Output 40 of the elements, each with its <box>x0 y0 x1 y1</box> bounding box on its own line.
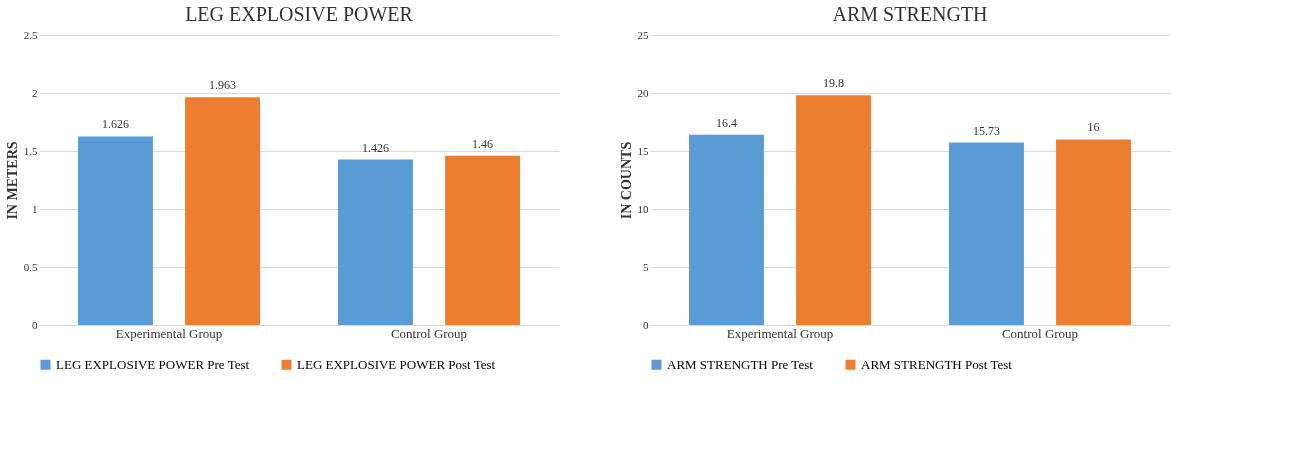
bar <box>338 159 413 325</box>
bar <box>1056 139 1131 325</box>
x-tick-label: Experimental Group <box>726 325 834 341</box>
y-tick-label: 10 <box>637 202 649 215</box>
y-tick-label: 0.5 <box>23 260 38 273</box>
data-label: 1.626 <box>101 117 129 132</box>
y-axis-title: IN METERS <box>4 141 20 220</box>
legend-label: LEG EXPLOSIVE POWER Post Test <box>297 356 496 372</box>
y-tick-label: 1 <box>32 202 38 215</box>
y-tick-label: 2.5 <box>23 28 38 41</box>
y-tick-label: 2 <box>32 86 38 99</box>
data-label: 16 <box>1087 120 1100 135</box>
bar <box>445 155 520 325</box>
chart-title: LEG EXPLOSIVE POWER <box>185 3 414 25</box>
data-label: 15.73 <box>972 123 1000 138</box>
chart-title: ARM STRENGTH <box>832 3 988 25</box>
x-tick-label: Experimental Group <box>115 325 223 341</box>
legend-label: ARM STRENGTH Pre Test <box>667 356 814 372</box>
data-label: 1.426 <box>361 140 389 155</box>
x-tick-label: Control Group <box>1001 325 1079 341</box>
bar <box>689 134 764 325</box>
y-tick-label: 20 <box>637 86 649 99</box>
y-tick-label: 5 <box>643 260 649 273</box>
data-label: 1.963 <box>209 78 237 93</box>
bar <box>949 142 1024 325</box>
bar <box>796 95 871 325</box>
data-label: 19.8 <box>823 76 845 91</box>
data-label: 16.4 <box>715 115 737 130</box>
x-tick-label: Control Group <box>390 325 468 341</box>
y-axis-title: IN COUNTS <box>618 141 634 220</box>
bar <box>185 97 260 325</box>
bar <box>78 136 153 325</box>
y-tick-label: 1.5 <box>23 144 38 157</box>
y-tick-label: 0 <box>32 318 38 331</box>
y-tick-label: 25 <box>637 28 649 41</box>
legend-label: ARM STRENGTH Post Test <box>861 356 1013 372</box>
legend-label: LEG EXPLOSIVE POWER Pre Test <box>56 356 250 372</box>
data-label: 1.46 <box>472 136 494 151</box>
y-tick-label: 15 <box>637 144 649 157</box>
y-tick-label: 0 <box>643 318 649 331</box>
